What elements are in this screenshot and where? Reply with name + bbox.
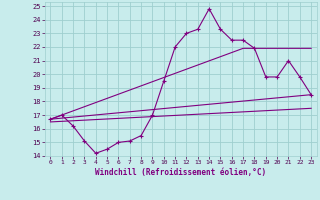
X-axis label: Windchill (Refroidissement éolien,°C): Windchill (Refroidissement éolien,°C) bbox=[95, 168, 266, 177]
